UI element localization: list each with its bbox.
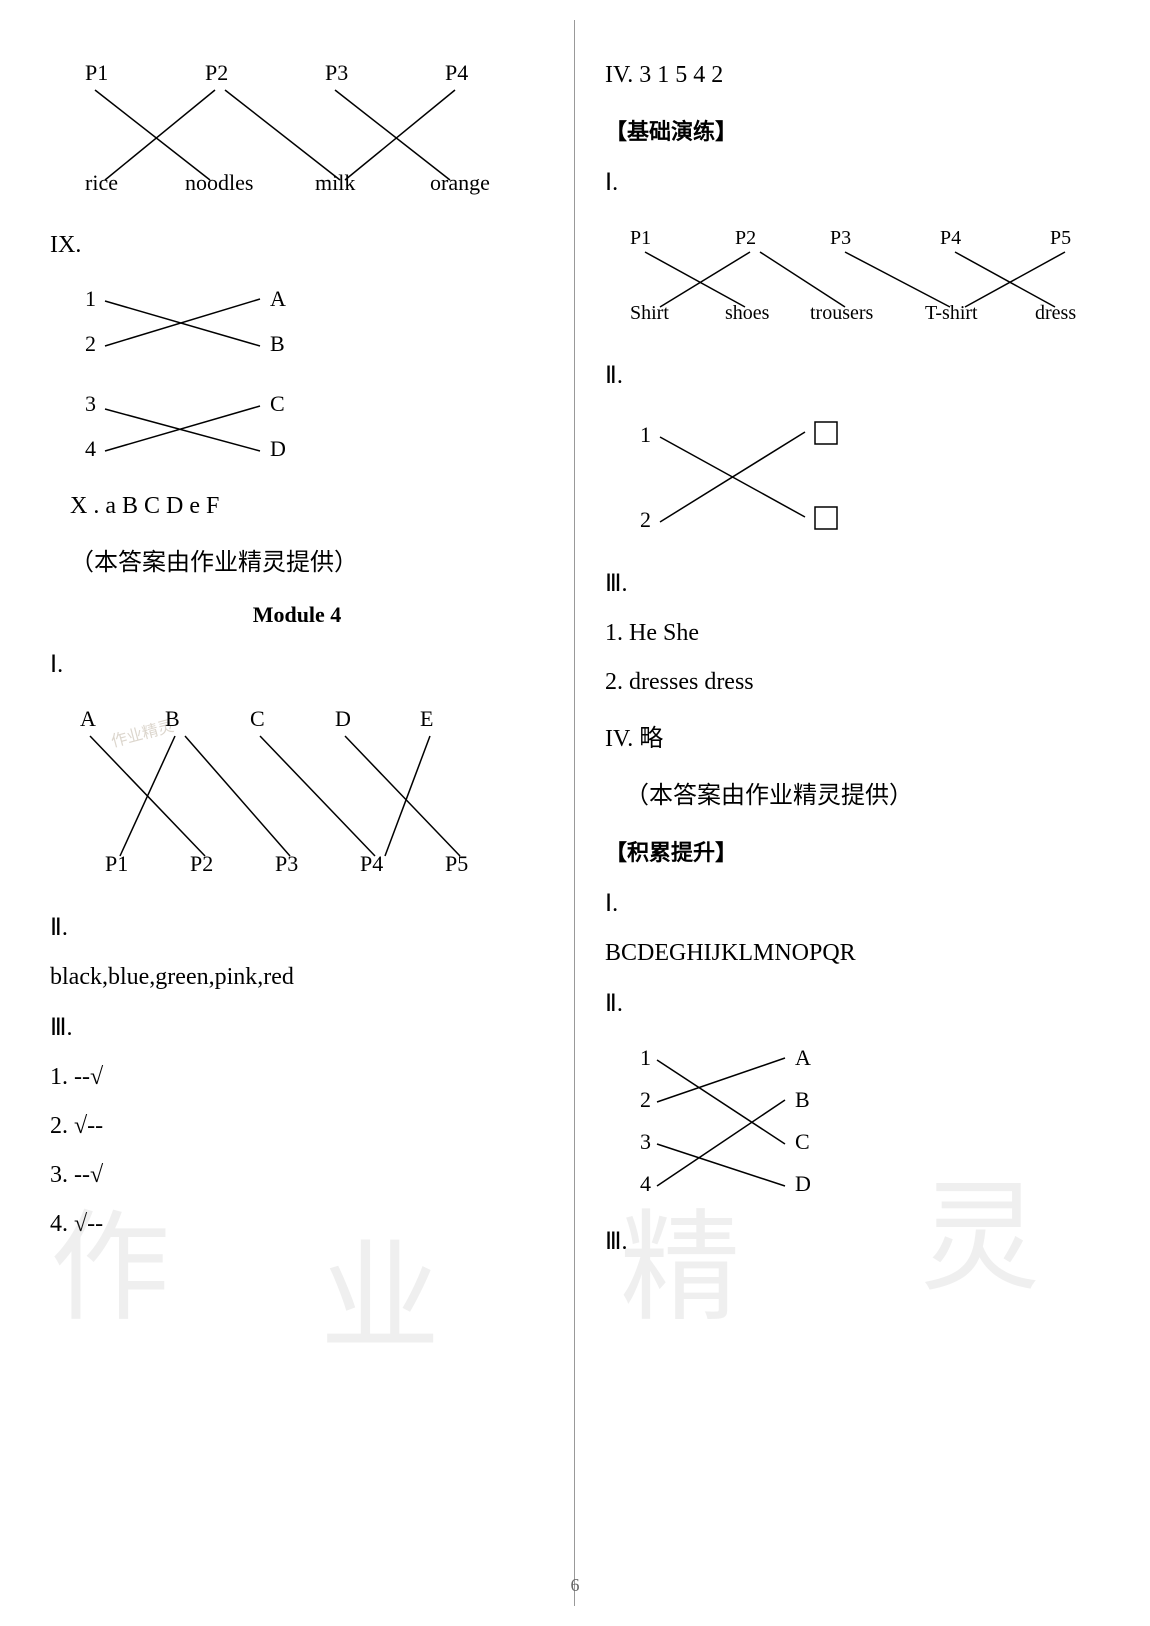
svg-text:2: 2 <box>640 507 651 532</box>
matching-diagram-2: 1 2 3 4 AB CD <box>70 281 544 471</box>
right-section-iii-label: Ⅲ. <box>605 569 1100 598</box>
svg-text:1: 1 <box>85 286 96 311</box>
svg-text:rice: rice <box>85 170 118 195</box>
svg-text:P2: P2 <box>735 227 756 249</box>
svg-text:P2: P2 <box>205 60 228 85</box>
left-section-i-label: Ⅰ. <box>50 650 544 679</box>
right-section-i2-label: Ⅰ. <box>605 889 1100 918</box>
svg-text:noodles: noodles <box>185 170 253 195</box>
svg-text:C: C <box>795 1129 810 1154</box>
svg-text:P1: P1 <box>105 851 128 876</box>
diagram1-svg: P1 P2 P3 P4 rice noodles milk orange <box>50 55 510 210</box>
svg-text:P3: P3 <box>275 851 298 876</box>
svg-text:B: B <box>795 1087 810 1112</box>
svg-text:shoes: shoes <box>725 302 770 324</box>
svg-text:A: A <box>80 706 96 731</box>
svg-text:trousers: trousers <box>810 302 874 324</box>
svg-text:P4: P4 <box>445 60 468 85</box>
svg-text:P4: P4 <box>360 851 383 876</box>
svg-text:3: 3 <box>640 1129 651 1154</box>
right-section-iv: IV. 略 <box>605 718 1100 753</box>
svg-text:orange: orange <box>430 170 490 195</box>
right-section-ii-label: Ⅱ. <box>605 361 1100 390</box>
svg-text:1: 1 <box>640 422 651 447</box>
svg-text:P3: P3 <box>325 60 348 85</box>
right-section-ii2-label: Ⅱ. <box>605 989 1100 1018</box>
svg-text:P1: P1 <box>85 60 108 85</box>
svg-text:2: 2 <box>640 1087 651 1112</box>
svg-text:P3: P3 <box>830 227 851 249</box>
section-x-answer: X . a B C D e F <box>70 493 544 520</box>
svg-text:4: 4 <box>640 1171 651 1196</box>
matching-diagram-4: P1 P2 P3 P4 P5 Shirt shoes trousers T-shirt dress <box>605 219 1100 339</box>
svg-text:B: B <box>270 331 285 356</box>
svg-text:P5: P5 <box>1050 227 1071 249</box>
attribution-right: （本答案由作业精灵提供） <box>625 775 1100 810</box>
left-answer-ii: black,blue,green,pink,red <box>50 964 544 991</box>
right-answer-iii-1: 1. He She <box>605 620 1100 647</box>
svg-text:P4: P4 <box>940 227 961 249</box>
diagram3-svg: A B C D E P1 P2 P3 P4 P5 <box>50 701 500 891</box>
svg-text:milk: milk <box>315 170 355 195</box>
page-number: 6 <box>571 1575 580 1596</box>
matching-diagram-3: A B C D E P1 P2 P3 P4 P5 <box>50 701 544 891</box>
svg-text:P2: P2 <box>190 851 213 876</box>
right-column: IV. 3 1 5 4 2 【基础演练】 Ⅰ. P1 P2 P3 P4 P5 Shirt s… <box>575 20 1130 1606</box>
svg-text:dress: dress <box>1035 302 1076 324</box>
svg-text:1: 1 <box>640 1045 651 1070</box>
svg-text:3: 3 <box>85 391 96 416</box>
diagram6-svg: 1 2 3 4 ABCD <box>625 1040 845 1205</box>
right-section-iv-top: IV. 3 1 5 4 2 <box>605 62 1100 89</box>
left-answer-iii-1: 1. --√ <box>50 1064 544 1091</box>
svg-text:4: 4 <box>85 436 96 461</box>
module-heading: Module 4 <box>50 602 544 628</box>
right-answer-iii-2: 2. dresses dress <box>605 669 1100 696</box>
left-section-ii-label: Ⅱ. <box>50 913 544 942</box>
left-answer-iii-4: 4. √-- <box>50 1211 544 1238</box>
svg-text:P5: P5 <box>445 851 468 876</box>
right-section-iii2-label: Ⅲ. <box>605 1227 1100 1256</box>
left-answer-iii-2: 2. √-- <box>50 1113 544 1140</box>
attribution-left: （本答案由作业精灵提供） <box>70 542 544 577</box>
svg-text:Shirt: Shirt <box>630 302 669 324</box>
diagram5-svg: 12 <box>625 412 875 547</box>
svg-text:D: D <box>795 1171 811 1196</box>
right-answer-i2: BCDEGHIJKLMNOPQR <box>605 940 1100 967</box>
diagram4-svg: P1 P2 P3 P4 P5 Shirt shoes trousers T-shirt dress <box>605 219 1095 339</box>
diagram2-svg: 1 2 3 4 AB CD <box>70 281 320 471</box>
section-ix-label: IX. <box>50 232 544 259</box>
svg-text:C: C <box>270 391 285 416</box>
left-column: P1P2P3P4ricenoodlesmilkorange IX. 1234AB… <box>20 20 575 1606</box>
svg-text:D: D <box>270 436 286 461</box>
svg-text:2: 2 <box>85 331 96 356</box>
right-section-i-label: Ⅰ. <box>605 168 1100 197</box>
left-answer-iii-3: 3. --√ <box>50 1162 544 1189</box>
matching-diagram-5: 12 <box>625 412 1100 547</box>
matching-diagram-1: P1 P2 P3 P4 rice noodles milk orange <box>50 55 544 210</box>
svg-text:B: B <box>165 706 180 731</box>
svg-text:D: D <box>335 706 351 731</box>
matching-diagram-6: 1 2 3 4 ABCD <box>625 1040 1100 1205</box>
svg-text:P1: P1 <box>630 227 651 249</box>
svg-text:C: C <box>250 706 265 731</box>
svg-text:T-shirt: T-shirt <box>925 302 978 324</box>
accumulate-heading: 【积累提升】 <box>605 835 1100 867</box>
basic-practice-heading: 【基础演练】 <box>605 114 1100 146</box>
svg-text:E: E <box>420 706 433 731</box>
left-section-iii-label: Ⅲ. <box>50 1013 544 1042</box>
svg-text:A: A <box>270 286 286 311</box>
page-container: P1P2P3P4ricenoodlesmilkorange IX. 1234AB… <box>20 20 1130 1606</box>
svg-text:A: A <box>795 1045 811 1070</box>
